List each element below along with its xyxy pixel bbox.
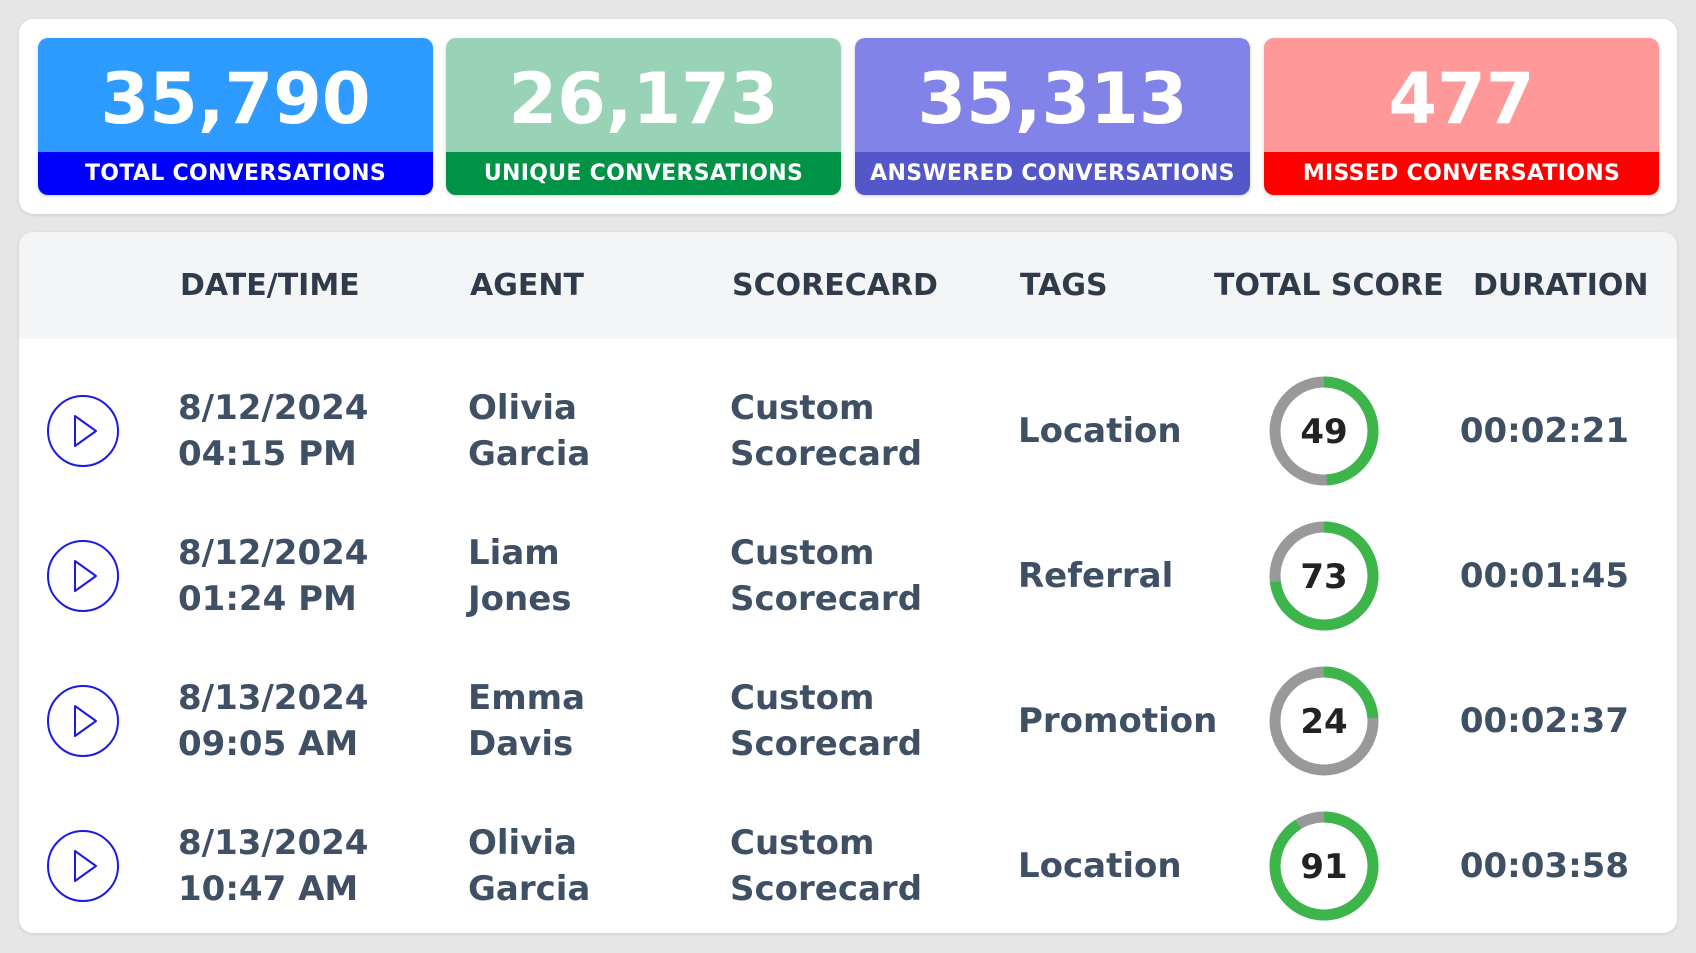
date-time-cell: 8/12/2024 04:15 PM: [178, 358, 368, 503]
stat-label: MISSED CONVERSATIONS: [1264, 152, 1659, 195]
time: 09:05 AM: [178, 723, 359, 764]
scorecard-line1: Custom: [730, 532, 875, 573]
score-arc: [1269, 376, 1379, 486]
stat-label: UNIQUE CONVERSATIONS: [446, 152, 841, 195]
duration-cell: 00:03:58: [1460, 793, 1629, 933]
scorecard-line2: Scorecard: [730, 723, 923, 764]
agent-cell: Olivia Garcia: [468, 358, 590, 503]
stat-value: 477: [1264, 38, 1659, 152]
duration-cell: 00:02:37: [1460, 648, 1629, 793]
stat-label: TOTAL CONVERSATIONS: [38, 152, 433, 195]
duration: 00:01:45: [1459, 555, 1629, 596]
scorecard-cell[interactable]: Custom Scorecard: [730, 358, 922, 503]
tag-cell: Referral: [1018, 503, 1173, 648]
column-header-total-score[interactable]: TOTAL SCORE: [1214, 268, 1444, 303]
time: 10:47 AM: [178, 868, 359, 909]
stat-value: 35,313: [855, 38, 1250, 152]
date-time-cell: 8/12/2024 01:24 PM: [178, 503, 368, 648]
tag: Referral: [1018, 555, 1174, 596]
agent-first-name: Olivia: [468, 822, 577, 863]
stat-value: 35,790: [38, 38, 433, 152]
score-value: 73: [1300, 557, 1347, 597]
date-time-cell: 8/13/2024 09:05 AM: [178, 648, 368, 793]
agent-last-name: Jones: [468, 578, 572, 619]
duration-cell: 00:01:45: [1460, 503, 1629, 648]
tag-cell: Location: [1018, 358, 1182, 503]
agent-last-name: Garcia: [468, 868, 591, 909]
scorecard-line2: Scorecard: [730, 433, 923, 474]
tag-cell: Location: [1018, 793, 1182, 933]
agent-last-name: Garcia: [468, 433, 591, 474]
stat-label: ANSWERED CONVERSATIONS: [855, 152, 1250, 195]
date-time-cell: 8/13/2024 10:47 AM: [178, 793, 368, 933]
stats-panel: 35,790 TOTAL CONVERSATIONS 26,173 UNIQUE CO…: [19, 19, 1677, 214]
column-header-scorecard[interactable]: SCORECARD: [732, 268, 938, 303]
table-header: DATE/TIME AGENT SCORECARD TAGS TOTAL SCORE DU…: [19, 232, 1677, 339]
time: 01:24 PM: [178, 578, 357, 619]
score-donut: 49: [1269, 376, 1379, 486]
agent-last-name: Davis: [468, 723, 574, 764]
duration: 00:03:58: [1459, 845, 1629, 886]
column-header-date-time[interactable]: DATE/TIME: [180, 268, 360, 303]
tag: Promotion: [1018, 700, 1218, 741]
play-button-icon[interactable]: [46, 539, 120, 613]
score-arc: [1269, 666, 1379, 776]
tag: Location: [1018, 845, 1182, 886]
tag: Location: [1018, 410, 1182, 451]
scorecard-cell[interactable]: Custom Scorecard: [730, 503, 922, 648]
table-row[interactable]: 8/12/2024 04:15 PM Olivia Garcia Custom Sco…: [19, 358, 1677, 503]
date: 8/13/2024: [178, 677, 369, 718]
scorecard-cell[interactable]: Custom Scorecard: [730, 793, 922, 933]
score-arc: [1269, 811, 1379, 921]
play-button-icon[interactable]: [46, 684, 120, 758]
duration: 00:02:37: [1459, 700, 1629, 741]
date: 8/12/2024: [178, 387, 369, 428]
date: 8/12/2024: [178, 532, 369, 573]
agent-first-name: Olivia: [468, 387, 577, 428]
conversations-table: DATE/TIME AGENT SCORECARD TAGS TOTAL SCORE DU…: [19, 232, 1677, 933]
table-row[interactable]: 8/12/2024 01:24 PM Liam Jones Custom Scorec…: [19, 503, 1677, 648]
stat-value: 26,173: [446, 38, 841, 152]
play-button-icon[interactable]: [46, 829, 120, 903]
time: 04:15 PM: [178, 433, 357, 474]
duration-cell: 00:02:21: [1460, 358, 1629, 503]
table-row[interactable]: 8/13/2024 10:47 AM Olivia Garcia Custom Sco…: [19, 793, 1677, 933]
scorecard-line1: Custom: [730, 387, 875, 428]
column-header-agent[interactable]: AGENT: [470, 268, 584, 303]
score-value: 24: [1300, 702, 1347, 742]
agent-cell: Emma Davis: [468, 648, 585, 793]
agent-first-name: Liam: [468, 532, 560, 573]
column-header-tags[interactable]: TAGS: [1020, 268, 1108, 303]
column-header-duration[interactable]: DURATION: [1473, 268, 1649, 303]
scorecard-line1: Custom: [730, 822, 875, 863]
score-value: 49: [1300, 412, 1347, 452]
duration: 00:02:21: [1459, 410, 1629, 451]
agent-cell: Liam Jones: [468, 503, 572, 648]
score-donut: 91: [1269, 811, 1379, 921]
scorecard-line2: Scorecard: [730, 578, 923, 619]
table-row[interactable]: 8/13/2024 09:05 AM Emma Davis Custom Scorec…: [19, 648, 1677, 793]
score-donut: 24: [1269, 666, 1379, 776]
stat-card-missed: 477 MISSED CONVERSATIONS: [1264, 38, 1659, 195]
stat-card-answered: 35,313 ANSWERED CONVERSATIONS: [855, 38, 1250, 195]
stat-card-unique: 26,173 UNIQUE CONVERSATIONS: [446, 38, 841, 195]
tag-cell: Promotion: [1018, 648, 1217, 793]
score-donut: 73: [1269, 521, 1379, 631]
stat-card-total: 35,790 TOTAL CONVERSATIONS: [38, 38, 433, 195]
scorecard-line1: Custom: [730, 677, 875, 718]
play-button-icon[interactable]: [46, 394, 120, 468]
scorecard-line2: Scorecard: [730, 868, 923, 909]
date: 8/13/2024: [178, 822, 369, 863]
agent-cell: Olivia Garcia: [468, 793, 590, 933]
score-value: 91: [1300, 847, 1347, 887]
scorecard-cell[interactable]: Custom Scorecard: [730, 648, 922, 793]
agent-first-name: Emma: [468, 677, 586, 718]
score-arc: [1269, 521, 1379, 631]
